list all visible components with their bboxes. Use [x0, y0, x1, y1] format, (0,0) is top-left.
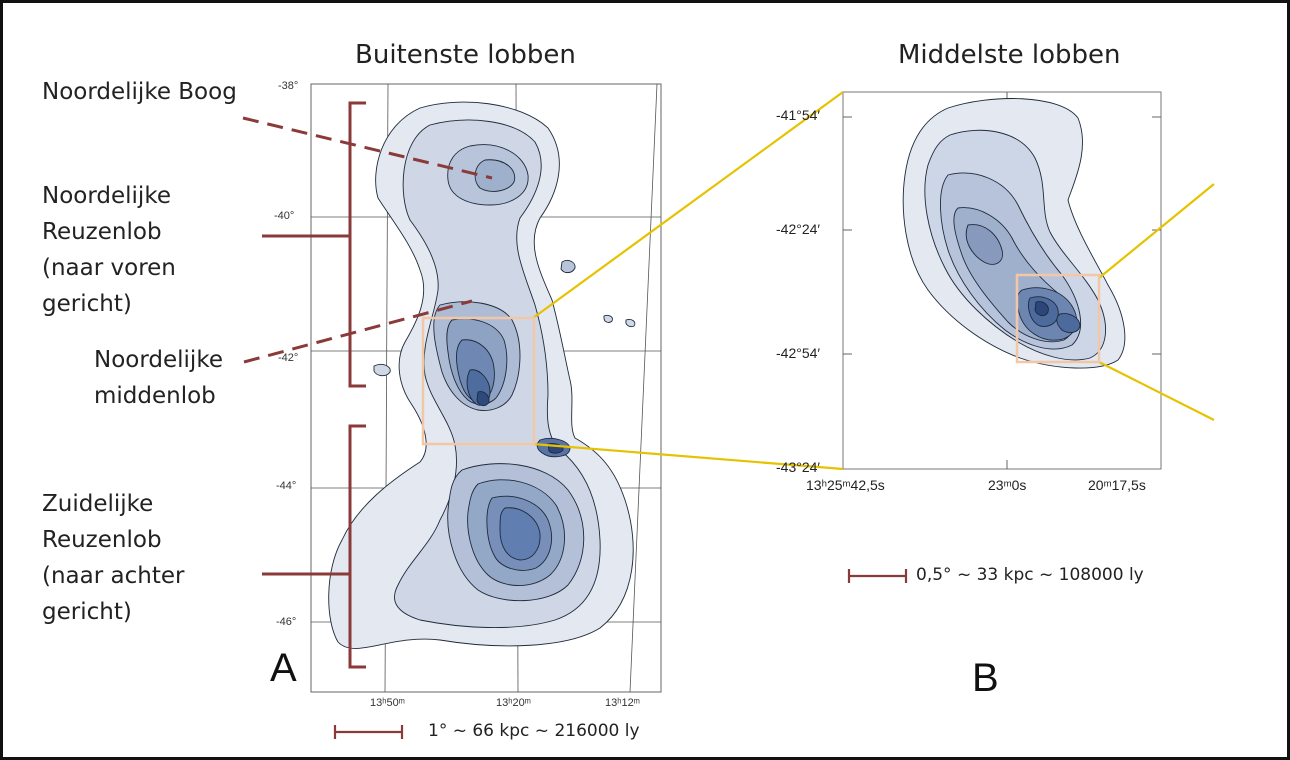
zoom-line-top-a — [532, 91, 844, 319]
annotation-brackets — [242, 101, 908, 739]
label-line: gericht) — [42, 291, 132, 317]
label-line: Reuzenlob — [42, 219, 162, 245]
lat-tick: -44° — [276, 480, 297, 492]
zoom-line-bottom-a — [532, 442, 844, 471]
panel-a-letter: A — [270, 646, 297, 690]
label-line: gericht) — [42, 599, 132, 625]
dec-tick: -41°54′ — [776, 107, 821, 123]
panel-b-contours — [902, 98, 1126, 369]
label-line: Noordelijke — [42, 183, 171, 209]
panel-a-contours — [328, 101, 636, 649]
panel-b-scale-label: 0,5° ~ 33 kpc ~ 108000 ly — [916, 565, 1144, 585]
lat-tick: -42° — [278, 352, 299, 364]
zoom-connectors — [421, 91, 1215, 471]
panel-a-scale-label: 1° ~ 66 kpc ~ 216000 ly — [428, 721, 640, 741]
panel-a-title: Buitenste lobben — [355, 40, 576, 70]
label-line: Zuidelijke — [42, 491, 154, 517]
zoom-box-a — [421, 316, 536, 446]
scale-bar-b — [847, 569, 908, 583]
dec-tick: -42°54′ — [776, 345, 821, 361]
panel-a-map — [310, 83, 662, 693]
label-northern-giant-lobe: Noordelijke Reuzenlob (naar voren gerich… — [42, 178, 176, 322]
zoom-line-top-b — [1098, 183, 1215, 279]
label-line: Reuzenlob — [42, 527, 162, 553]
ra-tick: 20ᵐ17,5s — [1088, 477, 1146, 493]
ra-tick: 13ʰ20ᵐ — [496, 697, 531, 709]
pointer-northern-arc — [242, 116, 493, 180]
ra-tick: 23ᵐ0s — [988, 477, 1027, 493]
pointer-northern-middle-lobe — [243, 299, 473, 364]
zoom-box-b — [1015, 273, 1101, 364]
dec-tick: -43°24′ — [776, 459, 821, 475]
label-northern-arc: Noordelijke Boog — [42, 79, 237, 105]
panel-b-map — [842, 91, 1162, 470]
label-northern-middle-lobe: Noordelijke middenlob — [94, 342, 223, 414]
ra-tick: 13ʰ50ᵐ — [370, 697, 405, 709]
ra-tick: 13ʰ12ᵐ — [605, 697, 640, 709]
label-line: Noordelijke — [94, 347, 223, 373]
ra-tick: 13ʰ25ᵐ42,5s — [806, 477, 885, 493]
bracket-southern-giant-lobe — [348, 424, 366, 669]
label-southern-giant-lobe: Zuidelijke Reuzenlob (naar achter gerich… — [42, 486, 184, 630]
label-line: (naar achter — [42, 563, 185, 589]
label-line: middenlob — [94, 383, 216, 409]
lat-tick: -38° — [278, 80, 299, 92]
lat-tick: -46° — [276, 616, 297, 628]
zoom-line-bottom-b — [1098, 361, 1215, 421]
panel-b-title: Middelste lobben — [898, 40, 1121, 70]
lat-tick: -40° — [274, 210, 295, 222]
scale-bar-a — [333, 725, 404, 739]
label-line: (naar voren — [42, 255, 176, 281]
dec-tick: -42°24′ — [776, 221, 821, 237]
panel-b-letter: B — [972, 656, 999, 700]
bracket-northern-giant-lobe — [348, 101, 366, 388]
